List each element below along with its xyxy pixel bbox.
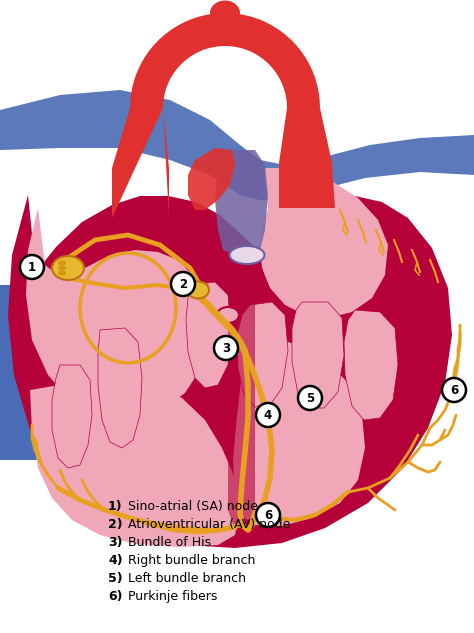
Polygon shape (112, 13, 335, 218)
Text: 3: 3 (222, 342, 230, 355)
Polygon shape (188, 148, 235, 210)
Text: 1): 1) (108, 500, 123, 513)
Circle shape (214, 336, 238, 360)
Circle shape (298, 386, 322, 410)
Ellipse shape (210, 1, 240, 25)
Circle shape (20, 255, 44, 279)
Polygon shape (215, 150, 268, 255)
Polygon shape (52, 365, 92, 468)
Text: 6: 6 (264, 509, 272, 522)
Text: 5: 5 (306, 392, 314, 405)
Ellipse shape (187, 282, 209, 299)
Text: Left bundle branch: Left bundle branch (128, 572, 246, 585)
Circle shape (442, 378, 466, 402)
Polygon shape (228, 255, 255, 535)
Circle shape (171, 272, 195, 296)
Polygon shape (237, 302, 288, 407)
Text: Sino-atrial (SA) node: Sino-atrial (SA) node (128, 500, 258, 513)
Ellipse shape (58, 265, 66, 270)
Polygon shape (8, 195, 452, 548)
Circle shape (256, 503, 280, 527)
Ellipse shape (58, 270, 66, 275)
Text: 4: 4 (264, 409, 272, 422)
Polygon shape (98, 328, 142, 448)
Polygon shape (292, 302, 344, 408)
Text: 5): 5) (108, 572, 123, 585)
Polygon shape (186, 282, 232, 388)
Polygon shape (0, 90, 474, 200)
Polygon shape (233, 335, 365, 526)
Circle shape (256, 403, 280, 427)
Polygon shape (260, 168, 388, 318)
Text: Right bundle branch: Right bundle branch (128, 554, 255, 567)
Text: 2): 2) (108, 518, 123, 531)
Polygon shape (26, 208, 208, 418)
Ellipse shape (229, 246, 264, 264)
Text: 4): 4) (108, 554, 123, 567)
Text: Purkinje fibers: Purkinje fibers (128, 590, 218, 603)
Ellipse shape (217, 307, 239, 323)
Polygon shape (30, 378, 240, 547)
Text: Bundle of His: Bundle of His (128, 536, 211, 549)
Text: 3): 3) (108, 536, 122, 549)
Text: 2: 2 (179, 278, 187, 291)
Polygon shape (344, 310, 398, 420)
Text: 1: 1 (28, 261, 36, 274)
Text: 6: 6 (450, 384, 458, 397)
Polygon shape (0, 285, 42, 460)
Text: Atrioventricular (AV) node: Atrioventricular (AV) node (128, 518, 291, 531)
Ellipse shape (52, 256, 84, 280)
Text: 6): 6) (108, 590, 122, 603)
Ellipse shape (58, 261, 66, 265)
